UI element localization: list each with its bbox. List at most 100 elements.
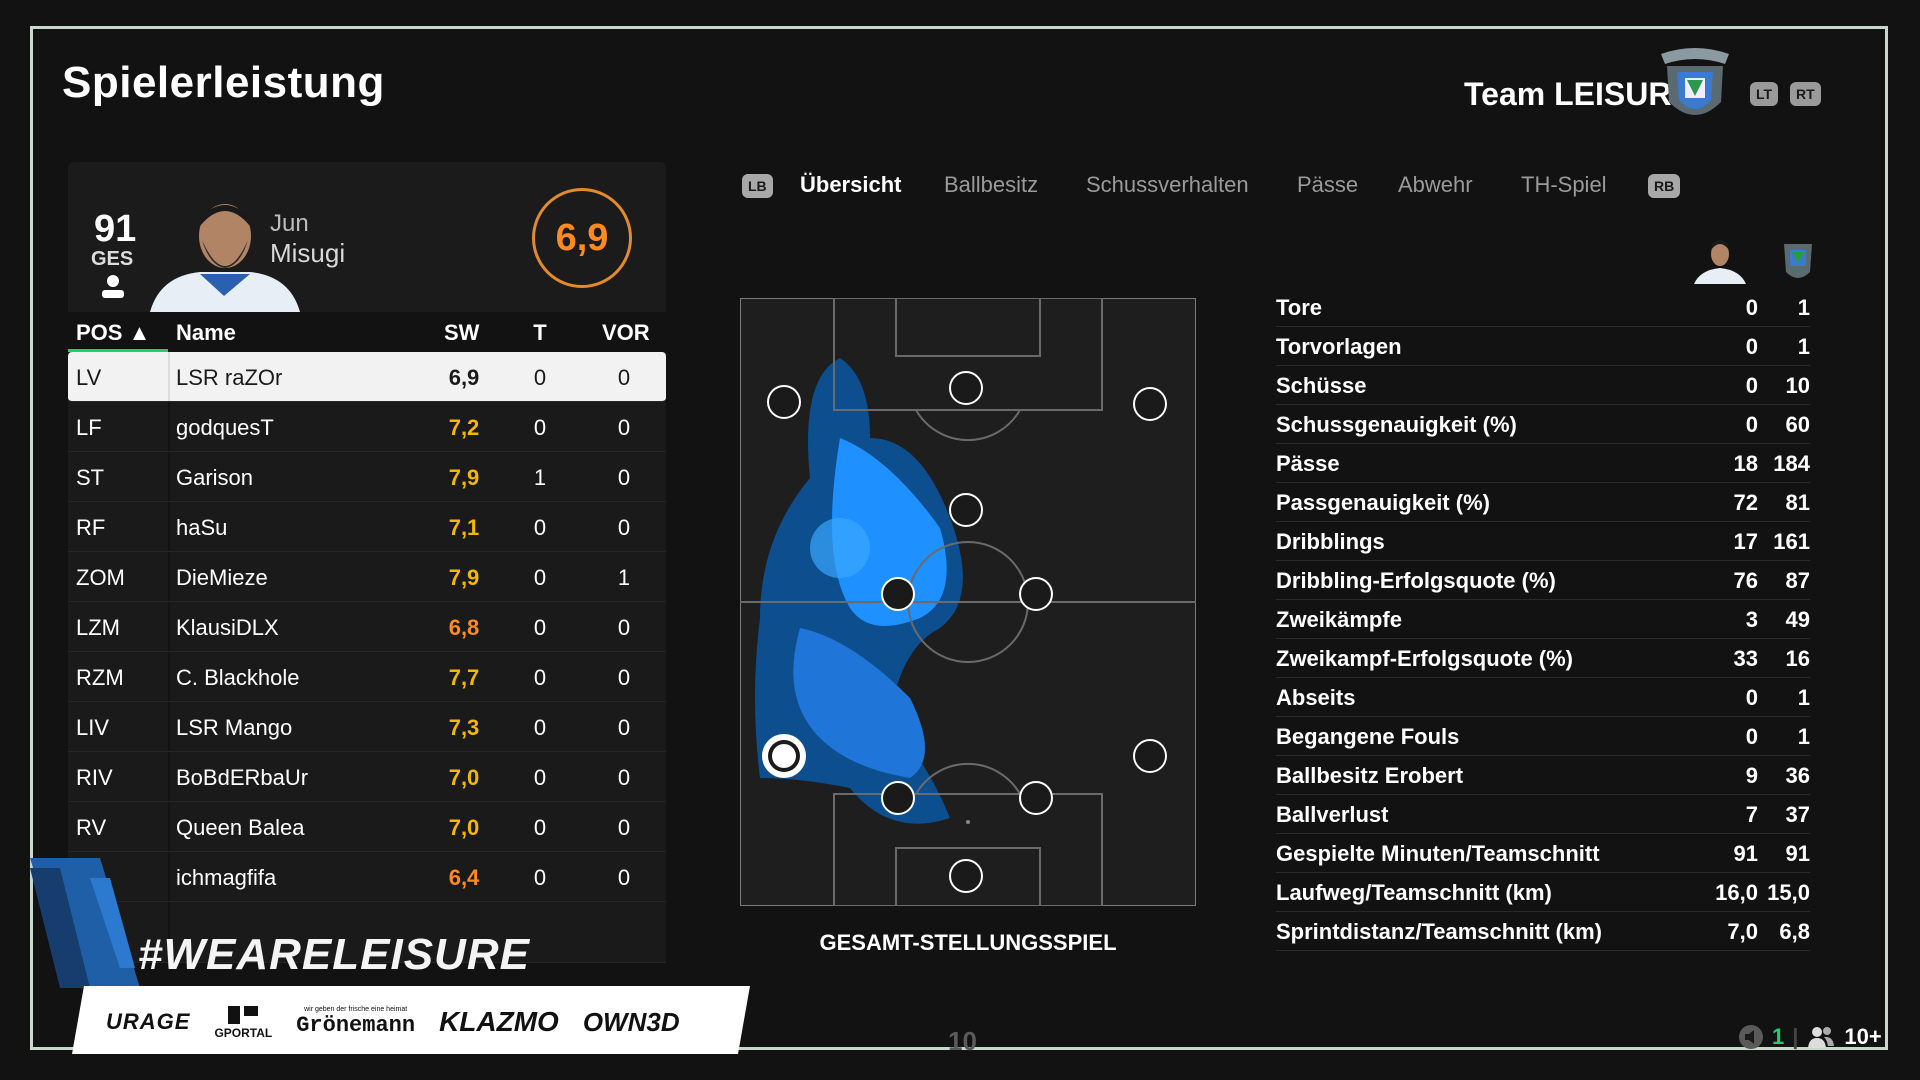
stat-player-value: 91 <box>1733 841 1758 866</box>
stat-team-value: 91 <box>1785 841 1810 866</box>
row-t: 0 <box>533 665 547 690</box>
row-sw: 6,9 <box>448 365 480 390</box>
team-name: Team LEISURE <box>1464 76 1693 112</box>
col-pos-header[interactable]: POS ▲ <box>76 320 151 345</box>
table-row[interactable]: LV LSR raZOr 6,9 0 0 <box>68 352 666 402</box>
stat-label: Ballverlust <box>1276 802 1389 827</box>
stat-player-value: 17 <box>1733 529 1758 554</box>
stat-row: Gespielte Minuten/Teamschnitt 91 91 <box>1276 834 1810 873</box>
row-vor: 0 <box>617 365 631 390</box>
stat-label: Tore <box>1276 295 1323 320</box>
table-row-empty <box>68 902 666 963</box>
sponsor-gportal: GPORTAL <box>214 1004 272 1040</box>
player-table: POS ▲ Name SW T VOR LV LSR raZOr 6,9 0 0 LF g… <box>68 312 666 963</box>
tab-th-spiel[interactable]: TH-Spiel <box>1521 172 1607 197</box>
table-row[interactable]: ZOM DieMieze 7,9 0 1 <box>68 552 666 602</box>
person-icon <box>102 275 124 298</box>
stat-player-value: 7,0 <box>1727 919 1758 944</box>
row-pos: ST <box>76 465 105 490</box>
stat-player-value: 33 <box>1733 646 1758 671</box>
stat-team-value: 16 <box>1785 646 1810 671</box>
tab-abwehr[interactable]: Abwehr <box>1398 172 1473 197</box>
table-row[interactable]: ST Garison 7,9 1 0 <box>68 452 666 502</box>
stat-label: Schüsse <box>1276 373 1367 398</box>
col-t-header[interactable]: T <box>533 320 547 345</box>
table-row[interactable]: RZM C. Blackhole 7,7 0 0 <box>68 652 666 702</box>
row-vor: 0 <box>617 715 631 740</box>
row-sw: 7,7 <box>448 665 480 690</box>
row-vor: 0 <box>617 465 631 490</box>
col-sw-header[interactable]: SW <box>444 320 480 345</box>
tab-schussverhalten[interactable]: Schussverhalten <box>1086 172 1249 197</box>
sponsor-urage: URAGE <box>106 1009 191 1034</box>
match-rating-value: 6,9 <box>555 216 609 259</box>
player-markers <box>762 371 1167 893</box>
stat-player-value: 18 <box>1733 451 1758 476</box>
stat-label: Schussgenauigkeit (%) <box>1276 412 1517 437</box>
sponsor-gronemann-tagline: wir geben der frische eine heimat <box>304 1006 408 1013</box>
stat-label: Pässe <box>1276 451 1340 476</box>
tab-paesse[interactable]: Pässe <box>1297 172 1359 197</box>
table-row[interactable]: RV Queen Balea 7,0 0 0 <box>68 802 666 852</box>
lb-button[interactable]: LB <box>742 174 773 198</box>
stat-label: Passgenauigkeit (%) <box>1276 490 1490 515</box>
sponsor-gronemann-label: Grönemann <box>296 1013 416 1038</box>
screen-frame <box>30 26 1888 1050</box>
tab-uebersicht[interactable]: Übersicht <box>800 172 902 197</box>
row-sw: 7,3 <box>448 715 480 740</box>
row-name: ichmagfifa <box>176 865 277 890</box>
stat-team-value: 36 <box>1785 763 1810 788</box>
status-count-2: 10+ <box>1844 1024 1882 1049</box>
table-row[interactable]: LZM KlausiDLX 6,8 0 0 <box>68 602 666 652</box>
stat-player-value: 72 <box>1733 490 1758 515</box>
row-pos: RF <box>76 515 106 540</box>
stat-label: Begangene Fouls <box>1276 724 1460 749</box>
row-vor: 0 <box>617 515 631 540</box>
row-name: KlausiDLX <box>176 615 279 640</box>
row-name: DieMieze <box>176 565 268 590</box>
row-sw: 7,2 <box>448 415 480 440</box>
table-row[interactable]: LIV LSR Mango 7,3 0 0 <box>68 702 666 752</box>
row-vor: 0 <box>617 865 631 890</box>
lt-button[interactable]: LT <box>1750 82 1779 106</box>
rb-button[interactable]: RB <box>1648 174 1681 198</box>
stat-team-value: 1 <box>1797 685 1810 710</box>
table-rows: LV LSR raZOr 6,9 0 0 LF godquesT 7,2 0 0 ST Garis… <box>68 352 666 963</box>
table-row[interactable]: ichmagfifa 6,4 0 0 <box>68 852 666 902</box>
row-sw: 7,1 <box>448 515 480 540</box>
stat-team-value: 60 <box>1785 412 1810 437</box>
stat-player-value: 9 <box>1745 763 1758 788</box>
stats-list: Tore 0 1 Torvorlagen 0 1 Schüsse 0 10 Schussge… <box>1276 288 1810 951</box>
stat-player-value: 7 <box>1745 802 1758 827</box>
stat-row: Zweikämpfe 3 49 <box>1276 600 1810 639</box>
col-vor-header[interactable]: VOR <box>602 320 650 345</box>
table-row[interactable]: LF godquesT 7,2 0 0 <box>68 402 666 452</box>
stat-team-value: 1 <box>1797 334 1810 359</box>
users-icon <box>1808 1027 1835 1048</box>
col-name-header[interactable]: Name <box>176 320 236 345</box>
status-count-1: 1 <box>1772 1024 1785 1049</box>
row-name: haSu <box>176 515 228 540</box>
table-row[interactable]: RIV BoBdERbaUr 7,0 0 0 <box>68 752 666 802</box>
row-vor: 0 <box>617 615 631 640</box>
stat-column-icons <box>1694 240 1812 284</box>
row-name: Queen Balea <box>176 815 305 840</box>
tab-ballbesitz[interactable]: Ballbesitz <box>944 172 1039 197</box>
stat-player-value: 0 <box>1745 685 1758 710</box>
row-name: godquesT <box>176 415 274 440</box>
stat-player-value: 76 <box>1733 568 1758 593</box>
match-rating: 6,9 <box>532 188 632 288</box>
stat-team-value: 161 <box>1773 529 1810 554</box>
stat-label: Zweikämpfe <box>1276 607 1402 632</box>
gportal-icon <box>228 1006 259 1024</box>
stat-team-value: 15,0 <box>1767 880 1810 905</box>
row-sw: 7,9 <box>448 465 480 490</box>
row-name: LSR Mango <box>176 715 293 740</box>
row-vor: 0 <box>617 815 631 840</box>
overall-rating: 91 <box>94 208 137 250</box>
row-t: 0 <box>533 765 547 790</box>
rt-button[interactable]: RT <box>1790 82 1821 106</box>
row-pos: RIV <box>76 765 113 790</box>
table-row[interactable]: RF haSu 7,1 0 0 <box>68 502 666 552</box>
stat-label: Dribblings <box>1276 529 1385 554</box>
